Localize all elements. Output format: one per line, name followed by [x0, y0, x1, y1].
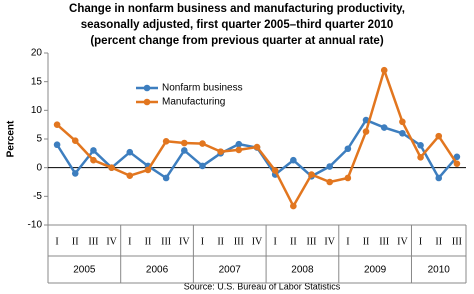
- data-point: [417, 154, 424, 161]
- data-point: [71, 137, 79, 145]
- x-tick-label: I: [274, 236, 277, 247]
- data-point: [453, 153, 461, 161]
- legend-marker: [143, 98, 151, 106]
- x-group-label: 2007: [219, 265, 242, 276]
- x-group-label: 2010: [428, 265, 451, 276]
- data-point: [199, 162, 206, 170]
- data-point: [53, 121, 61, 128]
- data-point: [253, 143, 261, 151]
- y-tick-label: -10: [28, 220, 43, 231]
- x-tick-label: III: [379, 236, 389, 247]
- x-tick-label: II: [217, 236, 224, 247]
- data-point: [144, 166, 152, 174]
- x-tick-label: I: [346, 236, 349, 247]
- chart-title: Change in nonfarm business and manufactu…: [69, 3, 405, 15]
- data-point: [290, 202, 297, 210]
- data-point: [71, 170, 79, 177]
- x-tick-label: II: [72, 236, 79, 247]
- data-point: [271, 167, 279, 174]
- x-tick-label: II: [363, 236, 370, 247]
- data-point: [217, 148, 224, 155]
- x-tick-label: IV: [106, 236, 117, 247]
- data-point: [380, 124, 388, 131]
- legend-marker: [143, 84, 151, 92]
- y-tick-label: 5: [36, 134, 42, 145]
- y-tick-label: 10: [31, 105, 43, 116]
- y-tick-label: 20: [31, 48, 43, 59]
- data-point: [162, 137, 170, 145]
- y-tick-label: 0: [36, 162, 42, 173]
- data-point: [326, 178, 333, 186]
- data-point: [108, 164, 115, 171]
- data-point: [453, 160, 461, 167]
- x-group-label: 2009: [364, 265, 387, 276]
- x-tick-label: I: [55, 236, 58, 247]
- x-tick-label: IV: [397, 236, 408, 247]
- data-point: [199, 140, 206, 147]
- data-point: [326, 163, 333, 170]
- data-point: [235, 146, 243, 154]
- x-tick-label: II: [290, 236, 297, 247]
- data-point: [417, 142, 424, 149]
- x-tick-label: I: [201, 236, 204, 247]
- x-tick-label: III: [234, 236, 244, 247]
- legend-label: Nonfarm business: [162, 83, 243, 94]
- x-tick-label: III: [452, 236, 462, 247]
- source: Source: U.S. Bureau of Labor Statistics: [184, 281, 341, 291]
- chart-title: seasonally adjusted, first quarter 2005–…: [81, 19, 394, 31]
- data-point: [380, 66, 388, 74]
- y-tick-label: 15: [31, 76, 43, 87]
- x-tick-label: II: [435, 236, 442, 247]
- x-tick-label: I: [128, 236, 131, 247]
- data-point: [90, 156, 97, 164]
- data-point: [344, 145, 352, 153]
- x-group-label: 2005: [73, 265, 96, 276]
- data-point: [435, 132, 443, 140]
- data-point: [162, 174, 170, 182]
- chart-title: (percent change from previous quarter at…: [90, 35, 383, 47]
- data-point: [290, 156, 297, 164]
- x-tick-label: IV: [252, 236, 263, 247]
- x-tick-label: IV: [324, 236, 335, 247]
- data-point: [399, 118, 406, 126]
- data-point: [362, 128, 370, 135]
- data-point: [308, 171, 315, 178]
- x-tick-label: IV: [179, 236, 190, 247]
- legend-label: Manufacturing: [162, 97, 225, 108]
- x-tick-label: II: [145, 236, 152, 247]
- x-tick-label: III: [88, 236, 98, 247]
- series-line: [56, 68, 458, 208]
- x-tick-label: I: [419, 236, 422, 247]
- y-axis-label: Percent: [6, 120, 17, 157]
- data-point: [399, 129, 406, 137]
- x-tick-label: III: [307, 236, 317, 247]
- y-tick-label: -5: [33, 191, 42, 202]
- data-point: [53, 141, 61, 149]
- data-point: [235, 140, 243, 148]
- data-point: [181, 139, 188, 147]
- x-group-label: 2008: [291, 265, 314, 276]
- data-point: [126, 172, 134, 179]
- data-point: [344, 174, 352, 182]
- x-tick-label: III: [161, 236, 171, 247]
- data-point: [181, 147, 188, 154]
- data-point: [126, 148, 134, 156]
- data-point: [435, 174, 443, 182]
- x-group-label: 2006: [146, 265, 169, 276]
- data-point: [90, 147, 97, 154]
